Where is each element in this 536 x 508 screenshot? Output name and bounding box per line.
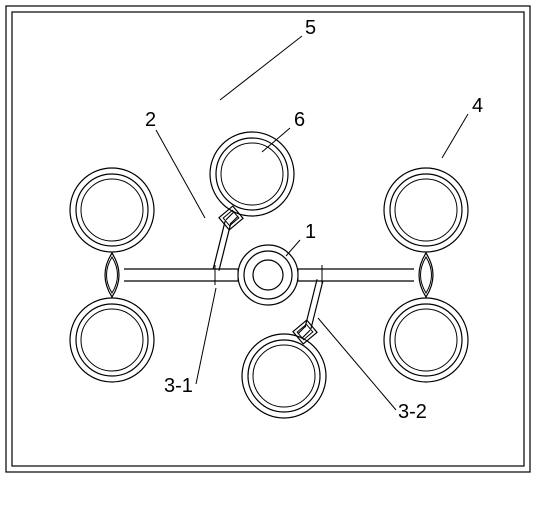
gate-top: [213, 206, 243, 271]
leader-l1: [286, 240, 300, 256]
ring-top-mid: [210, 132, 294, 216]
ring-bot-left: [70, 298, 154, 382]
ring-top-left: [70, 168, 154, 252]
label-l6: 6: [294, 109, 305, 131]
leader-l4: [442, 114, 468, 158]
leader-l5: [220, 36, 302, 100]
leader-l31: [196, 288, 216, 384]
ring-top-right: [384, 168, 468, 252]
ring-bot-right: [384, 298, 468, 382]
label-l2: 2: [145, 109, 156, 131]
gate-bot: [293, 279, 323, 344]
label-l1: 1: [305, 221, 316, 243]
leader-l2: [156, 130, 205, 218]
ring-bot-mid: [242, 334, 326, 418]
label-l5: 5: [305, 17, 316, 39]
center-hub: [238, 245, 298, 305]
label-l4: 4: [472, 95, 483, 117]
label-l31: 3-1: [164, 375, 193, 397]
label-l32: 3-2: [398, 401, 427, 423]
